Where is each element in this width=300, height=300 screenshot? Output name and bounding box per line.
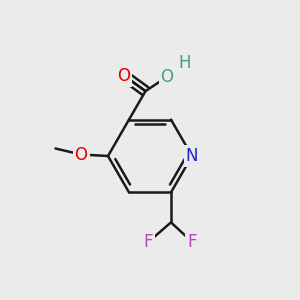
Text: N: N (186, 147, 198, 165)
Text: O: O (160, 68, 174, 86)
Text: O: O (74, 146, 88, 164)
Text: H: H (179, 54, 191, 72)
Text: F: F (187, 233, 197, 251)
Text: F: F (144, 233, 153, 251)
Text: O: O (117, 67, 130, 85)
